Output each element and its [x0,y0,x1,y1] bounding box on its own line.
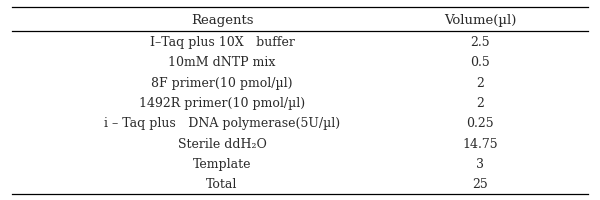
Text: Total: Total [206,177,238,190]
Text: Template: Template [193,157,251,170]
Text: Reagents: Reagents [191,14,253,27]
Text: 3: 3 [476,157,484,170]
Text: 8F primer(10 pmol/µl): 8F primer(10 pmol/µl) [151,76,293,89]
Text: i – Taq plus DNA polymerase(5U/µl): i – Taq plus DNA polymerase(5U/µl) [104,117,340,130]
Text: 2.5: 2.5 [470,36,490,49]
Text: 25: 25 [472,177,488,190]
Text: 2: 2 [476,76,484,89]
Text: I–Taq plus 10X buffer: I–Taq plus 10X buffer [149,36,295,49]
Text: Volume(µl): Volume(µl) [444,14,516,27]
Text: 2: 2 [476,97,484,109]
Text: Sterile ddH₂O: Sterile ddH₂O [178,137,266,150]
Text: 10mM dNTP mix: 10mM dNTP mix [169,56,275,69]
Text: 1492R primer(10 pmol/µl): 1492R primer(10 pmol/µl) [139,97,305,109]
Text: 14.75: 14.75 [462,137,498,150]
Text: 0.5: 0.5 [470,56,490,69]
Text: 0.25: 0.25 [466,117,494,130]
